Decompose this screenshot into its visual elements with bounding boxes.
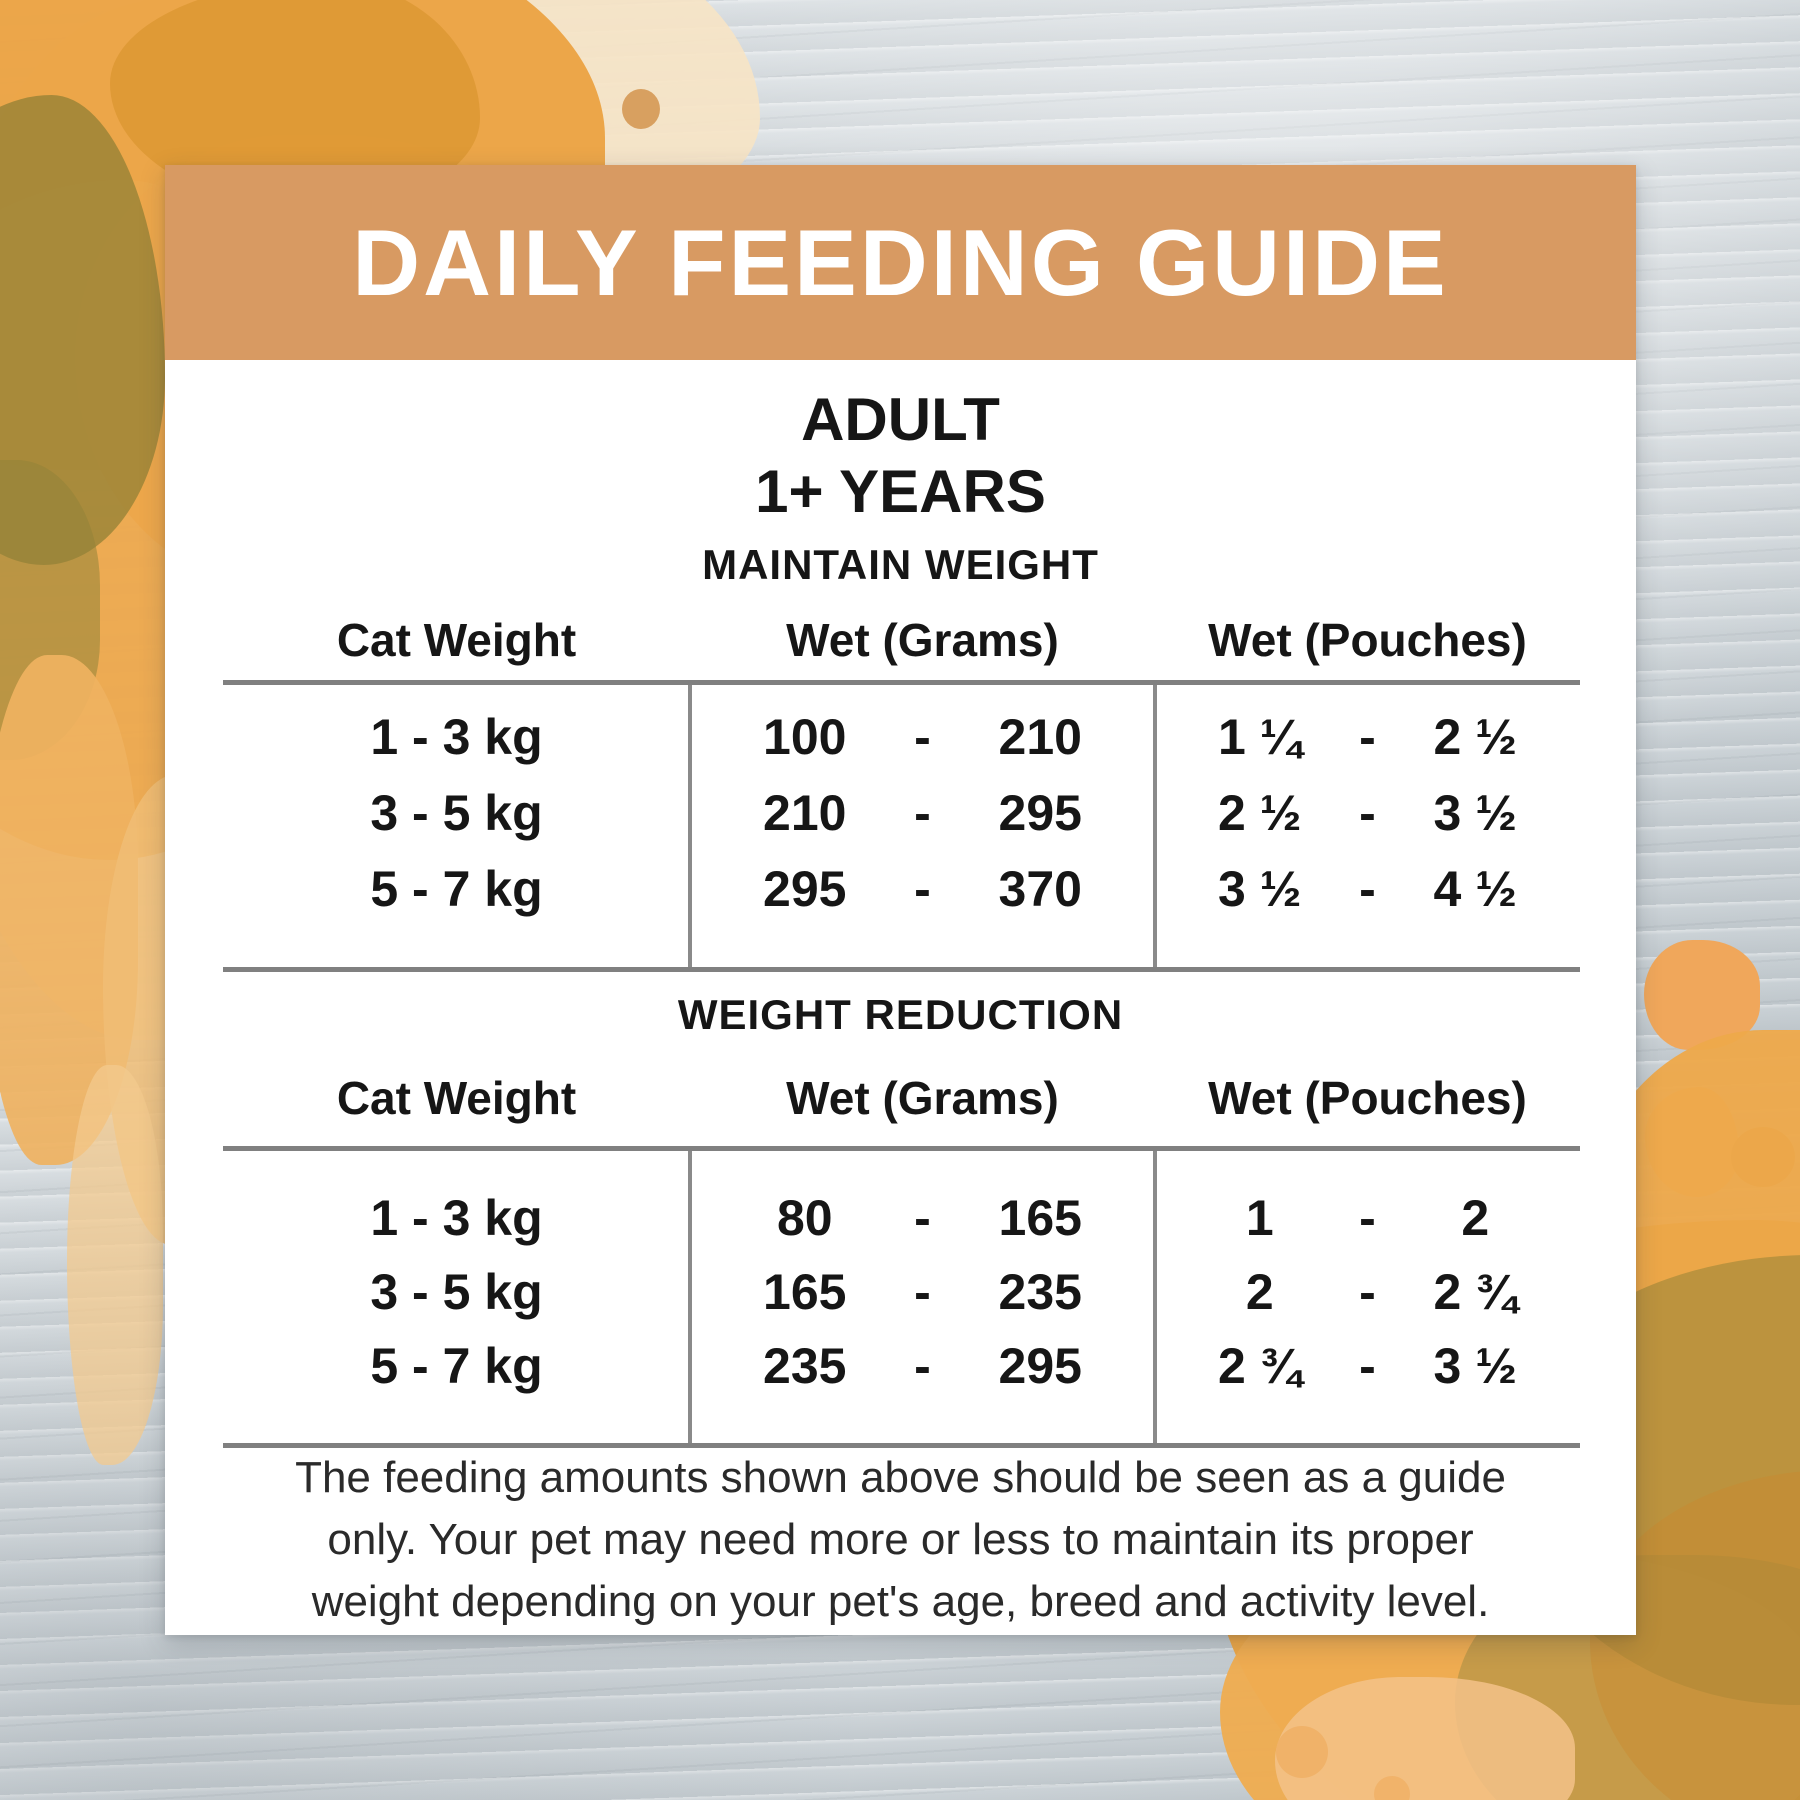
column-divider (688, 685, 692, 967)
pouches-min: 2 (1245, 1264, 1274, 1320)
pouches-max: 2 ¾ (1433, 1264, 1517, 1320)
grams-min: 210 (763, 785, 847, 841)
section-title-maintain-weight: MAINTAIN WEIGHT (702, 541, 1099, 588)
pouches-range: 2 ¾ - 3 ½ (1155, 1337, 1580, 1395)
range-dash: - (1359, 1338, 1376, 1394)
pouches-min: 2 ¾ (1218, 1338, 1302, 1394)
footer-note: The feeding amounts shown above should b… (208, 1447, 1593, 1633)
column-header-wet-pouches: Wet (Pouches) (1208, 1072, 1527, 1124)
grams-range: 100 - 210 (690, 708, 1155, 766)
pouches-max: 3 ½ (1433, 785, 1517, 841)
life-stage-line2: 1+ YEARS (755, 458, 1046, 525)
table-row: 1 - 3 kg 80 - 165 1 - 2 (223, 1181, 1580, 1255)
table-row: 3 - 5 kg 165 - 235 2 - 2 ¾ (223, 1255, 1580, 1329)
column-header-cat-weight: Cat Weight (336, 1072, 577, 1124)
splash-drip-3 (67, 1065, 163, 1465)
range-dash: - (1359, 785, 1376, 841)
range-dash: - (914, 709, 931, 765)
section-title-weight-reduction: WEIGHT REDUCTION (677, 991, 1124, 1038)
feeding-guide-panel: DAILY FEEDING GUIDE ADULT 1+ YEARS MAINT… (165, 165, 1636, 1635)
table-row: 5 - 7 kg 235 - 295 2 ¾ - 3 ½ (223, 1329, 1580, 1403)
table-header-row: Cat Weight Wet (Grams) Wet (Pouches) (223, 1070, 1580, 1126)
grams-min: 165 (763, 1264, 847, 1320)
footer-note-line3: weight depending on your pet's age, bree… (311, 1577, 1490, 1626)
splash-br-dot-1 (1276, 1726, 1328, 1778)
splash-br-dot-2 (1374, 1776, 1410, 1800)
grams-range: 210 - 295 (690, 784, 1155, 842)
grams-range: 295 - 370 (690, 860, 1155, 918)
grams-min: 80 (776, 1190, 833, 1246)
range-dash: - (1359, 861, 1376, 917)
grams-max: 210 (998, 709, 1082, 765)
table-body: 1 - 3 kg 80 - 165 1 - 2 3 - 5 kg (223, 1146, 1580, 1448)
column-header-wet-grams: Wet (Grams) (786, 614, 1059, 666)
pouches-min: 2 ½ (1218, 785, 1302, 841)
range-dash: - (1359, 1264, 1376, 1320)
grams-min: 295 (763, 861, 847, 917)
pouches-range: 1 - 2 (1155, 1189, 1580, 1247)
pouches-min: 3 ½ (1218, 861, 1302, 917)
table-row: 3 - 5 kg 210 - 295 2 ½ - 3 ½ (223, 775, 1580, 851)
splash-dot-top (622, 89, 660, 129)
column-header-wet-pouches: Wet (Pouches) (1208, 614, 1527, 666)
pouches-range: 3 ½ - 4 ½ (1155, 860, 1580, 918)
grams-max: 370 (998, 861, 1082, 917)
cat-weight-value: 1 - 3 kg (370, 1190, 543, 1246)
range-dash: - (914, 861, 931, 917)
pouches-max: 3 ½ (1433, 1338, 1517, 1394)
cat-weight-value: 3 - 5 kg (370, 785, 543, 841)
pouches-range: 2 - 2 ¾ (1155, 1263, 1580, 1321)
column-header-cat-weight: Cat Weight (336, 614, 577, 666)
cat-weight-value: 5 - 7 kg (370, 1338, 543, 1394)
title-bar: DAILY FEEDING GUIDE (165, 165, 1636, 360)
pouches-max: 2 (1461, 1190, 1490, 1246)
column-divider (688, 1151, 692, 1443)
range-dash: - (914, 1190, 931, 1246)
life-stage-line1: ADULT (801, 386, 1000, 453)
grams-min: 235 (763, 1338, 847, 1394)
page-title: DAILY FEEDING GUIDE (352, 209, 1449, 315)
pouches-min: 1 (1245, 1190, 1274, 1246)
cat-weight-value: 5 - 7 kg (370, 861, 543, 917)
grams-max: 235 (998, 1264, 1082, 1320)
column-header-wet-grams: Wet (Grams) (786, 1072, 1059, 1124)
grams-min: 100 (763, 709, 847, 765)
range-dash: - (914, 785, 931, 841)
column-divider (1153, 685, 1157, 967)
footer-note-line2: only. Your pet may need more or less to … (327, 1515, 1474, 1564)
range-dash: - (1359, 709, 1376, 765)
weight-reduction-table: Cat Weight Wet (Grams) Wet (Pouches) 1 -… (223, 1070, 1580, 1448)
grams-max: 295 (998, 785, 1082, 841)
table-header-row: Cat Weight Wet (Grams) Wet (Pouches) (223, 612, 1580, 668)
grams-range: 80 - 165 (690, 1189, 1155, 1247)
range-dash: - (914, 1264, 931, 1320)
table-body: 1 - 3 kg 100 - 210 1 ¼ - 2 ½ 3 - 5 kg (223, 680, 1580, 972)
pouches-min: 1 ¼ (1218, 709, 1302, 765)
grams-max: 165 (998, 1190, 1082, 1246)
pouches-max: 2 ½ (1433, 709, 1517, 765)
cat-weight-value: 1 - 3 kg (370, 709, 543, 765)
cat-weight-value: 3 - 5 kg (370, 1264, 543, 1320)
column-divider (1153, 1151, 1157, 1443)
table-row: 5 - 7 kg 295 - 370 3 ½ - 4 ½ (223, 851, 1580, 927)
footer-note-line1: The feeding amounts shown above should b… (295, 1453, 1506, 1502)
maintain-weight-table: Cat Weight Wet (Grams) Wet (Pouches) 1 -… (223, 612, 1580, 972)
grams-max: 295 (998, 1338, 1082, 1394)
grams-range: 235 - 295 (690, 1337, 1155, 1395)
splash-br-pale-fringe (1275, 1677, 1575, 1800)
life-stage-heading: ADULT 1+ YEARS (165, 384, 1636, 528)
pouches-max: 4 ½ (1433, 861, 1517, 917)
grams-range: 165 - 235 (690, 1263, 1155, 1321)
range-dash: - (1359, 1190, 1376, 1246)
range-dash: - (914, 1338, 931, 1394)
pouches-range: 1 ¼ - 2 ½ (1155, 708, 1580, 766)
table-row: 1 - 3 kg 100 - 210 1 ¼ - 2 ½ (223, 699, 1580, 775)
pouches-range: 2 ½ - 3 ½ (1155, 784, 1580, 842)
